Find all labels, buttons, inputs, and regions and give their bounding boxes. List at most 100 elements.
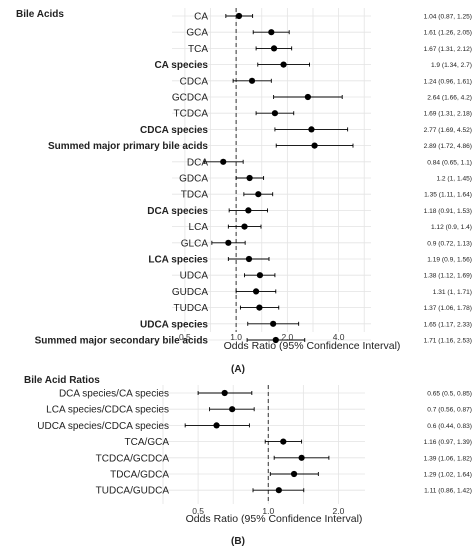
row-label: CDCA (180, 76, 209, 87)
odds-ratio-point (229, 406, 236, 413)
row-label: GCA (186, 28, 208, 39)
forest-row: GCDCA 2.64 (1.66, 4.2) (172, 93, 472, 104)
row-label: TCDCA (174, 109, 209, 120)
row-label: GDCA (179, 174, 208, 185)
x-tick-label: 1.0 (230, 332, 242, 342)
ci-value-label: 1.31 (1, 1.71) (433, 289, 472, 296)
forest-row: UDCA species/CDCA species 0.6 (0.44, 0.83… (37, 421, 472, 432)
panel-a-x-axis-title: Odds Ratio (95% Confidence Interval) (224, 340, 401, 352)
odds-ratio-point (272, 336, 279, 344)
row-label: UDCA (180, 271, 209, 282)
odds-ratio-point (255, 191, 262, 198)
forest-row: TDCA 1.35 (1.11, 1.64) (181, 190, 472, 201)
odds-ratio-point (245, 207, 252, 214)
panel-a-letter: (A) (231, 364, 245, 375)
ci-value-label: 1.11 (0.86, 1.42) (424, 488, 472, 495)
ci-value-label: 1.2 (1, 1.45) (436, 176, 472, 183)
odds-ratio-point (245, 255, 253, 263)
forest-row: TCDCA/GCDCA 1.39 (1.06, 1.82) (96, 453, 472, 464)
panel-b-rows: DCA species/CA species 0.65 (0.5, 0.85) LC… (37, 389, 472, 497)
x-tick-label: 0.5 (192, 506, 204, 516)
forest-row: DCA species/CA species 0.65 (0.5, 0.85) (59, 389, 472, 400)
odds-ratio-point (268, 29, 275, 36)
row-label: GUDCA (172, 287, 208, 298)
forest-row: TCDCA 1.69 (1.31, 2.18) (174, 109, 472, 120)
odds-ratio-point (270, 45, 278, 52)
ci-value-label: 2.89 (1.72, 4.86) (424, 143, 472, 150)
panel-b-title: Bile Acid Ratios (24, 375, 100, 386)
ci-value-label: 0.9 (0.72, 1.13) (427, 240, 472, 247)
odds-ratio-point (304, 93, 311, 101)
odds-ratio-point (311, 142, 318, 149)
forest-row: UDCA species 1.65 (1.17, 2.33) (140, 319, 472, 330)
row-label: TCDCA/GCDCA (96, 453, 170, 464)
odds-ratio-point (241, 223, 248, 230)
forest-row: Summed major secondary bile acids 1.71 (1… (35, 336, 472, 347)
forest-row: TCA/GCA 1.16 (0.97, 1.39) (125, 437, 472, 448)
panel-a-x-ticks: 0.5 1.0 2.0 4.0 (179, 332, 345, 342)
panel-b-bile-acid-ratios: Bile Acid Ratios DCA species/CA species 0… (24, 375, 472, 547)
ci-value-label: 1.9 (1.34, 2.7) (431, 62, 472, 69)
odds-ratio-point (275, 487, 282, 494)
odds-ratio-point (270, 320, 277, 327)
ci-value-label: 2.77 (1.69, 4.52) (424, 127, 472, 134)
row-label: DCA species (147, 206, 208, 217)
row-label: CA species (154, 60, 208, 71)
ci-value-label: 1.39 (1.06, 1.82) (424, 455, 472, 462)
forest-row: LCA species/CDCA species 0.7 (0.56, 0.87) (46, 405, 472, 416)
panel-b-x-ticks: 0.5 1.0 2.0 (192, 506, 344, 516)
row-label: TUDCA/GUDCA (96, 486, 170, 497)
forest-row: DCA 0.84 (0.65, 1.1) (187, 157, 472, 168)
forest-row: UDCA 1.38 (1.12, 1.69) (180, 271, 472, 282)
x-tick-label: 1.0 (262, 506, 274, 516)
odds-ratio-point (256, 272, 264, 279)
ci-value-label: 1.04 (0.87, 1.25) (424, 14, 472, 21)
odds-ratio-point (280, 61, 287, 68)
odds-ratio-point (246, 174, 253, 182)
forest-row: LCA species 1.19 (0.9, 1.56) (148, 255, 472, 266)
forest-row: GCA 1.61 (1.26, 2.05) (186, 28, 472, 39)
ci-value-label: 1.24 (0.96, 1.61) (424, 78, 472, 85)
forest-row: LCA 1.12 (0.9, 1.4) (189, 222, 472, 233)
panel-a-rows: CA 1.04 (0.87, 1.25) GCA 1.61 (1.26, 2.05) T… (35, 12, 472, 347)
ci-value-label: 1.37 (1.06, 1.78) (424, 305, 472, 312)
row-label: Summed major secondary bile acids (35, 336, 209, 347)
forest-row: CA species 1.9 (1.34, 2.7) (154, 60, 472, 71)
ci-value-label: 1.61 (1.26, 2.05) (424, 30, 472, 37)
row-label: Summed major primary bile acids (48, 141, 208, 152)
row-label: UDCA species (140, 319, 208, 330)
ci-value-label: 1.67 (1.31, 2.12) (424, 46, 472, 53)
ci-value-label: 1.71 (1.16, 2.53) (424, 338, 472, 345)
forest-row: TUDCA 1.37 (1.06, 1.78) (174, 303, 472, 314)
ci-value-label: 0.6 (0.44, 0.83) (427, 423, 472, 430)
row-label: LCA (189, 222, 209, 233)
row-label: TUDCA (174, 303, 209, 314)
ci-value-label: 1.19 (0.9, 1.56) (427, 257, 472, 264)
forest-row: TUDCA/GUDCA 1.11 (0.86, 1.42) (96, 486, 472, 497)
x-tick-label: 2.0 (281, 332, 293, 342)
odds-ratio-point (235, 12, 243, 20)
ci-value-label: 1.18 (0.91, 1.53) (424, 208, 472, 215)
forest-row: GUDCA 1.31 (1, 1.71) (172, 287, 472, 298)
row-label: GCDCA (172, 93, 208, 104)
forest-row: CDCA species 2.77 (1.69, 4.52) (140, 125, 472, 136)
forest-row: GDCA 1.2 (1, 1.45) (179, 174, 472, 185)
ci-value-label: 0.65 (0.5, 0.85) (427, 391, 472, 398)
ci-value-label: 1.29 (1.02, 1.64) (424, 472, 472, 479)
row-label: CA (194, 12, 208, 23)
row-label: TCA/GCA (125, 437, 170, 448)
panel-b-letter: (B) (231, 536, 245, 547)
row-label: LCA species/CDCA species (46, 405, 169, 416)
odds-ratio-point (256, 304, 263, 311)
ci-value-label: 0.7 (0.56, 0.87) (427, 407, 472, 414)
ci-value-label: 1.16 (0.97, 1.39) (424, 439, 472, 446)
odds-ratio-point (298, 454, 305, 461)
row-label: DCA (187, 157, 208, 168)
forest-row: Summed major primary bile acids 2.89 (1.7… (48, 141, 472, 152)
odds-ratio-point (290, 470, 298, 478)
forest-row: CDCA 1.24 (0.96, 1.61) (180, 76, 472, 87)
odds-ratio-point (221, 389, 228, 397)
ci-value-label: 1.38 (1.12, 1.69) (424, 273, 472, 280)
row-label: CDCA species (140, 125, 208, 136)
